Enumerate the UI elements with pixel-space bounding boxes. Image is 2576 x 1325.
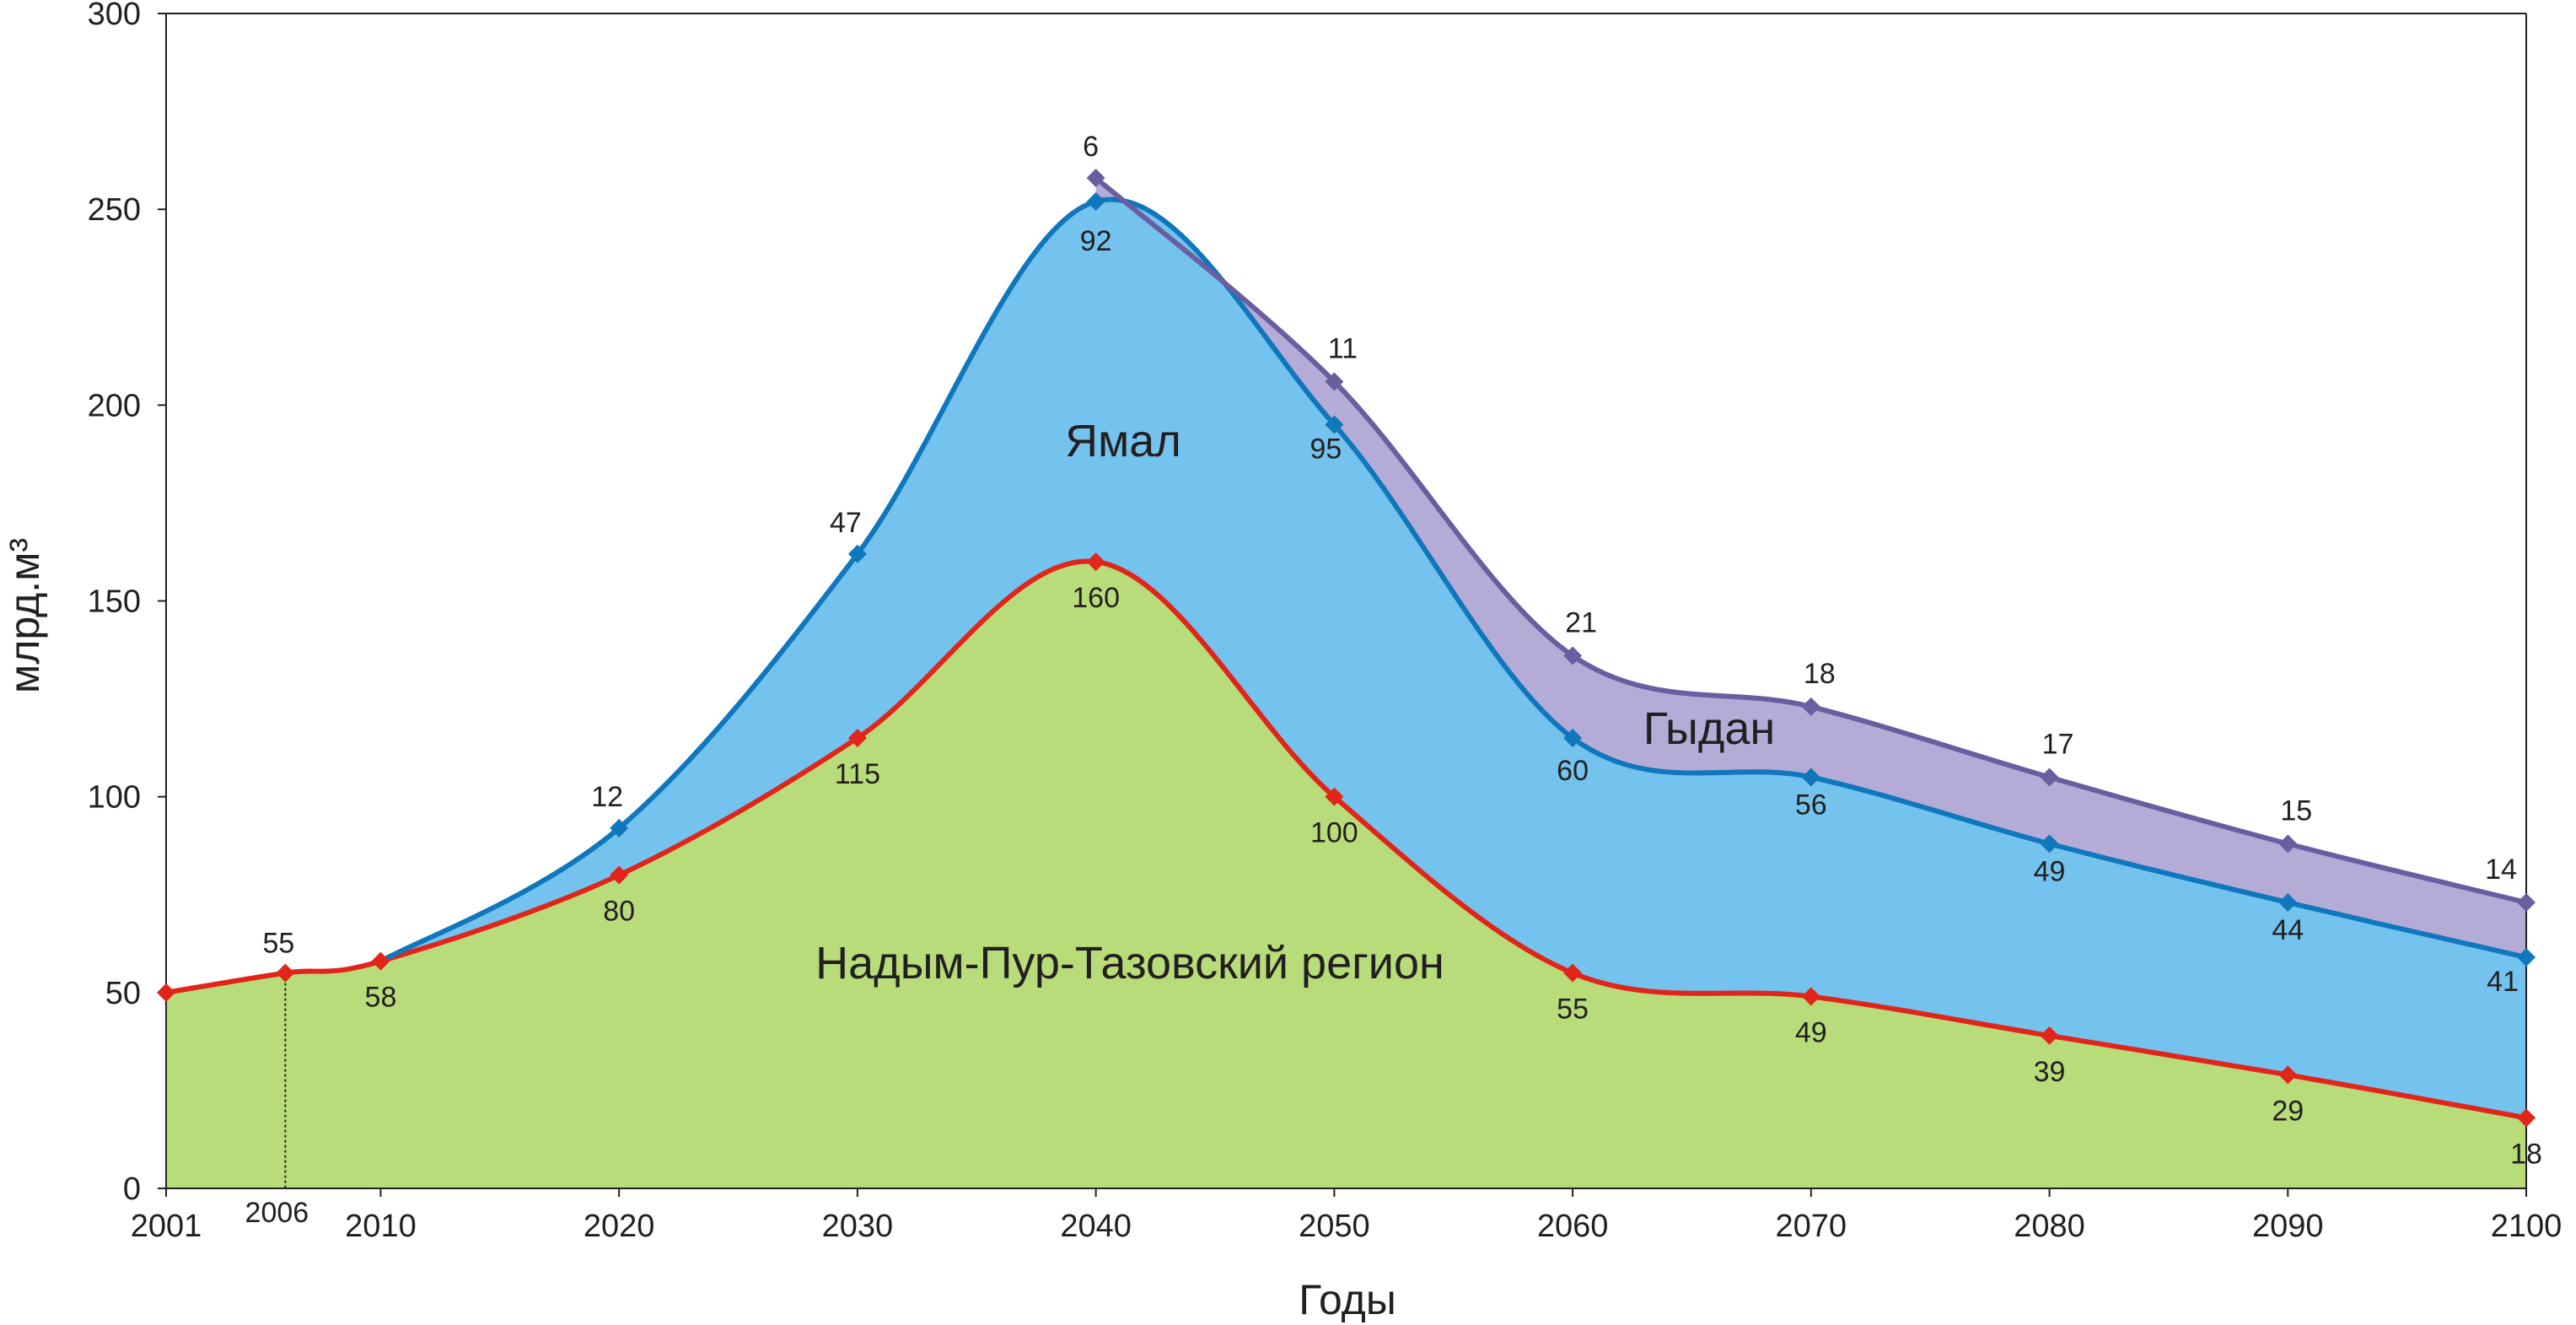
marker-nadym: [610, 865, 629, 885]
marker-nadym: [2517, 1108, 2536, 1128]
marker-gydan: [2278, 834, 2298, 854]
data-label-nadym: 49: [1795, 1016, 1827, 1048]
x-tick-label: 2050: [1299, 1209, 1370, 1244]
marker-gydan: [1563, 646, 1583, 665]
x-marker-label: 2006: [245, 1197, 309, 1229]
data-label-yamal: 41: [2487, 966, 2519, 998]
data-label-nadym: 100: [1310, 817, 1358, 849]
marker-nadym: [1801, 987, 1820, 1006]
region-label-nadym: Надым-Пур-Тазовский регион: [815, 938, 1444, 988]
y-tick-label: 0: [123, 1171, 141, 1207]
data-label-gydan: 18: [1804, 658, 1836, 690]
data-label-yamal: 47: [830, 507, 862, 539]
chart-region-labels: Надым-Пур-Тазовский регион Ямал Гыдан: [815, 416, 1775, 988]
marker-nadym: [157, 983, 175, 1002]
marker-gydan: [1801, 697, 1820, 716]
marker-gydan: [2517, 893, 2536, 913]
data-label-nadym: 18: [2510, 1138, 2542, 1170]
data-label-nadym: 115: [835, 758, 880, 790]
x-tick-label: 2080: [2014, 1209, 2085, 1244]
marker-nadym: [2278, 1065, 2298, 1085]
marker-yamal: [847, 544, 867, 563]
area-nadym: [166, 561, 2526, 1188]
data-label-yamal: 44: [2272, 914, 2304, 946]
data-label-gydan: 6: [1083, 131, 1099, 163]
marker-gydan: [2040, 768, 2059, 787]
marker-yamal: [1325, 415, 1344, 434]
marker-yamal: [610, 818, 629, 838]
marker-yamal: [2278, 893, 2298, 913]
data-label-nadym: 29: [2272, 1095, 2304, 1127]
marker-nadym: [371, 951, 390, 971]
y-tick-label: 100: [88, 780, 141, 816]
y-tick-label: 200: [88, 388, 141, 423]
marker-yamal: [1563, 729, 1583, 748]
marker-nadym: [1086, 552, 1105, 572]
x-tick-label: 2040: [1060, 1209, 1132, 1244]
marker-nadym: [847, 729, 867, 748]
y-tick-label: 300: [88, 0, 141, 32]
x-tick-label: 2100: [2491, 1209, 2563, 1244]
chart-markers: [157, 169, 2536, 1128]
x-tick-label: 2030: [822, 1209, 894, 1244]
region-label-gydan: Гыдан: [1643, 703, 1775, 754]
data-label-yamal: 56: [1795, 789, 1827, 821]
marker-yamal: [2517, 948, 2536, 967]
line-yamal: [379, 197, 2527, 964]
x-tick-label: 2020: [583, 1209, 655, 1244]
area-yamal: [380, 199, 2526, 1118]
x-axis-title: Годы: [1299, 1276, 1396, 1323]
data-label-nadym: 39: [2034, 1056, 2066, 1088]
chart-areas: [166, 178, 2526, 1188]
x-tick-label: 2070: [1776, 1209, 1847, 1244]
marker-gydan: [1086, 169, 1105, 188]
data-label-yamal: 95: [1310, 434, 1342, 466]
data-label-yamal: 60: [1557, 755, 1589, 787]
data-label-yamal: 92: [1080, 225, 1112, 257]
y-tick-label: 50: [105, 976, 141, 1011]
data-label-nadym: 58: [365, 982, 397, 1014]
marker-nadym: [2040, 1026, 2059, 1045]
x-tick-label: 2060: [1537, 1209, 1609, 1244]
x-tick-label: 2090: [2252, 1209, 2324, 1244]
marker-gydan: [1325, 372, 1344, 391]
data-label-nadym: 55: [1557, 994, 1589, 1026]
marker-nadym: [1325, 787, 1344, 806]
data-label-nadym: 55: [262, 928, 294, 960]
data-label-yamal: 12: [591, 781, 623, 813]
marker-nadym: [1563, 963, 1583, 983]
data-label-gydan: 21: [1565, 607, 1597, 639]
x-tick-label: 2001: [131, 1209, 202, 1244]
line-nadym: [165, 558, 2527, 1121]
chart-data-labels: 55 58 80 115 160 100 55 49 39 29 18 12 47 92 95 60 56 49 4…: [262, 131, 2541, 1170]
y-tick-label: 150: [88, 584, 141, 620]
x-tick-label: 2010: [345, 1209, 417, 1244]
data-label-yamal: 49: [2034, 855, 2066, 887]
data-label-gydan: 15: [2280, 794, 2312, 827]
data-label-gydan: 17: [2042, 728, 2074, 760]
y-tick-label: 250: [88, 192, 141, 228]
area-gydan: [1095, 178, 2526, 958]
marker-yamal: [1086, 191, 1105, 211]
chart-axes: 0 50 100 150 200 250 300 2001 2010 2020 2030 2040 20…: [88, 0, 2563, 1244]
data-label-gydan: 14: [2485, 854, 2517, 886]
marker-yamal: [1801, 768, 1820, 787]
marker-nadym: [276, 963, 295, 983]
data-label-gydan: 11: [1328, 332, 1358, 364]
data-label-nadym: 160: [1072, 582, 1120, 614]
region-label-yamal: Ямал: [1065, 416, 1181, 466]
y-axis-title: млрд.м³: [1, 538, 48, 693]
marker-yamal: [2040, 834, 2059, 854]
data-label-nadym: 80: [603, 896, 635, 928]
